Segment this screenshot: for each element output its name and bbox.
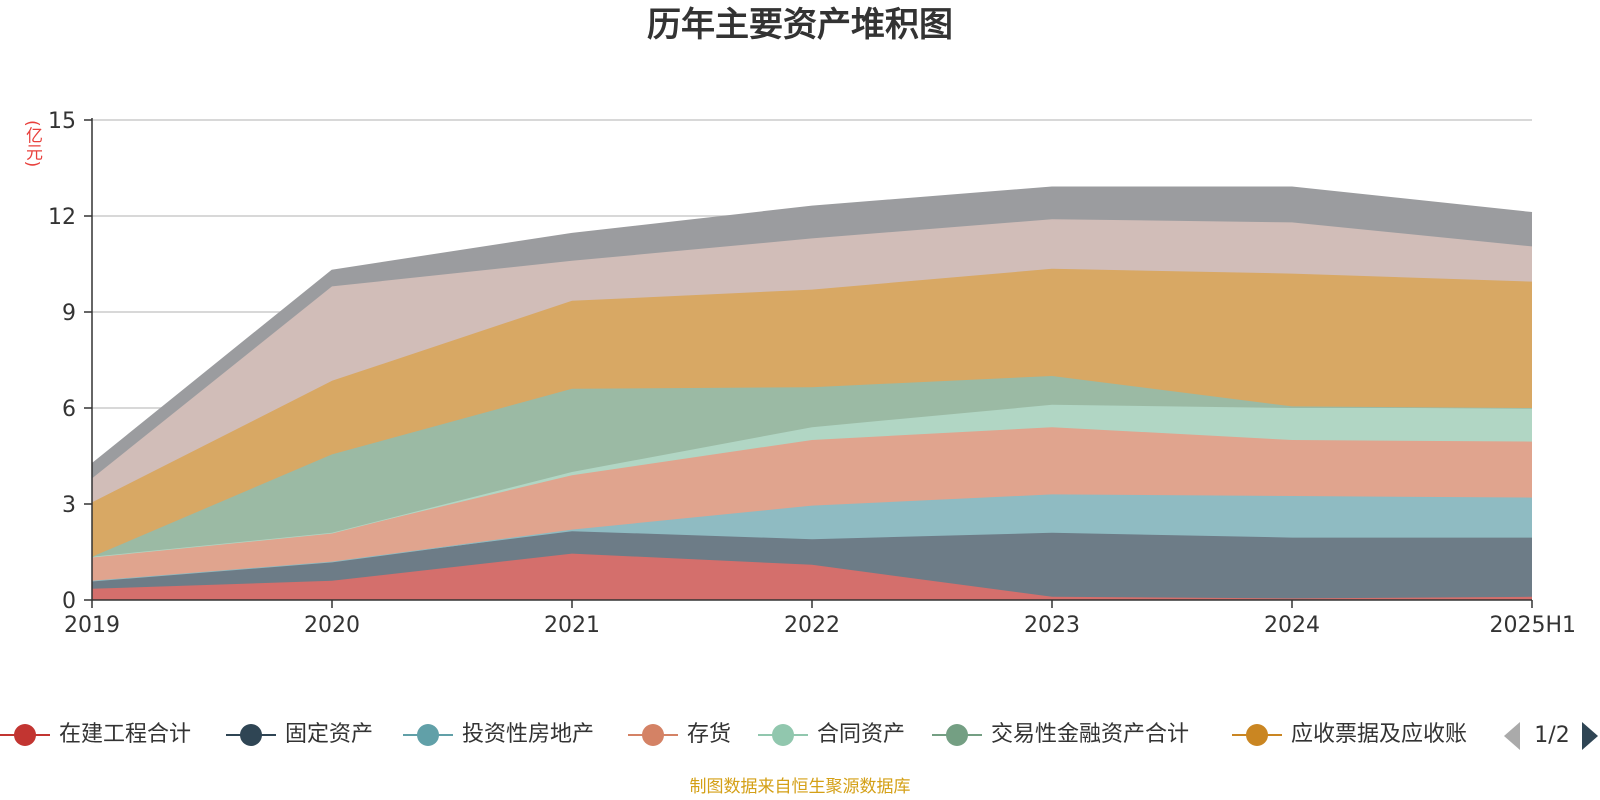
legend-label: 合同资产: [817, 722, 906, 747]
legend-prev-page-button[interactable]: [1504, 722, 1520, 750]
legend-label: 投资性房地产: [462, 722, 595, 747]
legend-item-3[interactable]: 投资性房地产: [403, 712, 594, 758]
x-tick-label: 2021: [544, 613, 600, 638]
area-series-2: [92, 531, 1532, 599]
legend-marker: [226, 712, 276, 758]
legend-item-2[interactable]: 固定资产: [226, 712, 373, 758]
tick-labels: 0 3 6 9 12 15 2019 2020 2021 2022 2023 2024 2025H1: [48, 109, 1576, 638]
area-series-9-edge: [91, 186, 1533, 465]
legend-marker: [0, 712, 50, 758]
legend-label: 存货: [687, 722, 732, 747]
legend-item-1[interactable]: 在建工程合计: [0, 712, 191, 758]
area-series: [91, 186, 1533, 600]
legend-label: 交易性金融资产合计: [991, 722, 1190, 747]
legend-item-5[interactable]: 合同资产: [758, 712, 905, 758]
x-tick-label: 2024: [1264, 613, 1320, 638]
axes: [84, 118, 1533, 608]
legend-label: 固定资产: [285, 722, 374, 747]
x-tick-label: 2025H1: [1489, 613, 1576, 638]
legend-marker: [628, 712, 678, 758]
x-tick-label: 2019: [64, 613, 120, 638]
y-tick-label: 12: [48, 205, 76, 230]
area-series-8: [92, 219, 1532, 503]
area-series-6: [92, 376, 1532, 557]
area-series-9: [92, 187, 1532, 479]
area-series-3: [92, 494, 1532, 581]
legend-item-7[interactable]: 应收票据及应收账: [1232, 712, 1467, 758]
x-tick-label: 2020: [304, 613, 360, 638]
y-tick-label: 9: [62, 301, 76, 326]
y-axis-unit-label: (亿元): [22, 120, 42, 168]
legend-label: 应收票据及应收账: [1291, 722, 1468, 747]
source-note: 制图数据来自恒生聚源数据库: [689, 777, 911, 797]
legend-page-indicator: 1/2: [1534, 723, 1570, 748]
y-tick-label: 6: [62, 397, 76, 422]
chart-title: 历年主要资产堆积图: [647, 5, 953, 45]
y-tick-label: 0: [62, 589, 76, 614]
y-tick-label: 3: [62, 493, 76, 518]
legend-marker: [758, 712, 808, 758]
legend-marker: [403, 712, 453, 758]
area-series-5: [92, 404, 1532, 557]
stacked-area-chart: 0 3 6 9 12 15 2019 2020 2021 2022 2023 2024 2025H1: [48, 109, 1576, 638]
legend-marker: [1232, 712, 1282, 758]
legend-item-4[interactable]: 存货: [628, 712, 731, 758]
area-series-1: [92, 553, 1532, 600]
y-tick-label: 15: [48, 109, 76, 134]
x-tick-label: 2023: [1024, 613, 1080, 638]
legend: 在建工程合计 固定资产 投资性房地产 存货 合同资产 交易性金融资产合计 应收票据及应收账: [0, 712, 1600, 758]
legend-marker: [932, 712, 982, 758]
legend-label: 在建工程合计: [59, 722, 192, 747]
legend-item-6[interactable]: 交易性金融资产合计: [932, 712, 1189, 758]
x-tick-label: 2022: [784, 613, 840, 638]
area-series-4: [92, 427, 1532, 581]
legend-next-page-button[interactable]: [1582, 722, 1598, 750]
